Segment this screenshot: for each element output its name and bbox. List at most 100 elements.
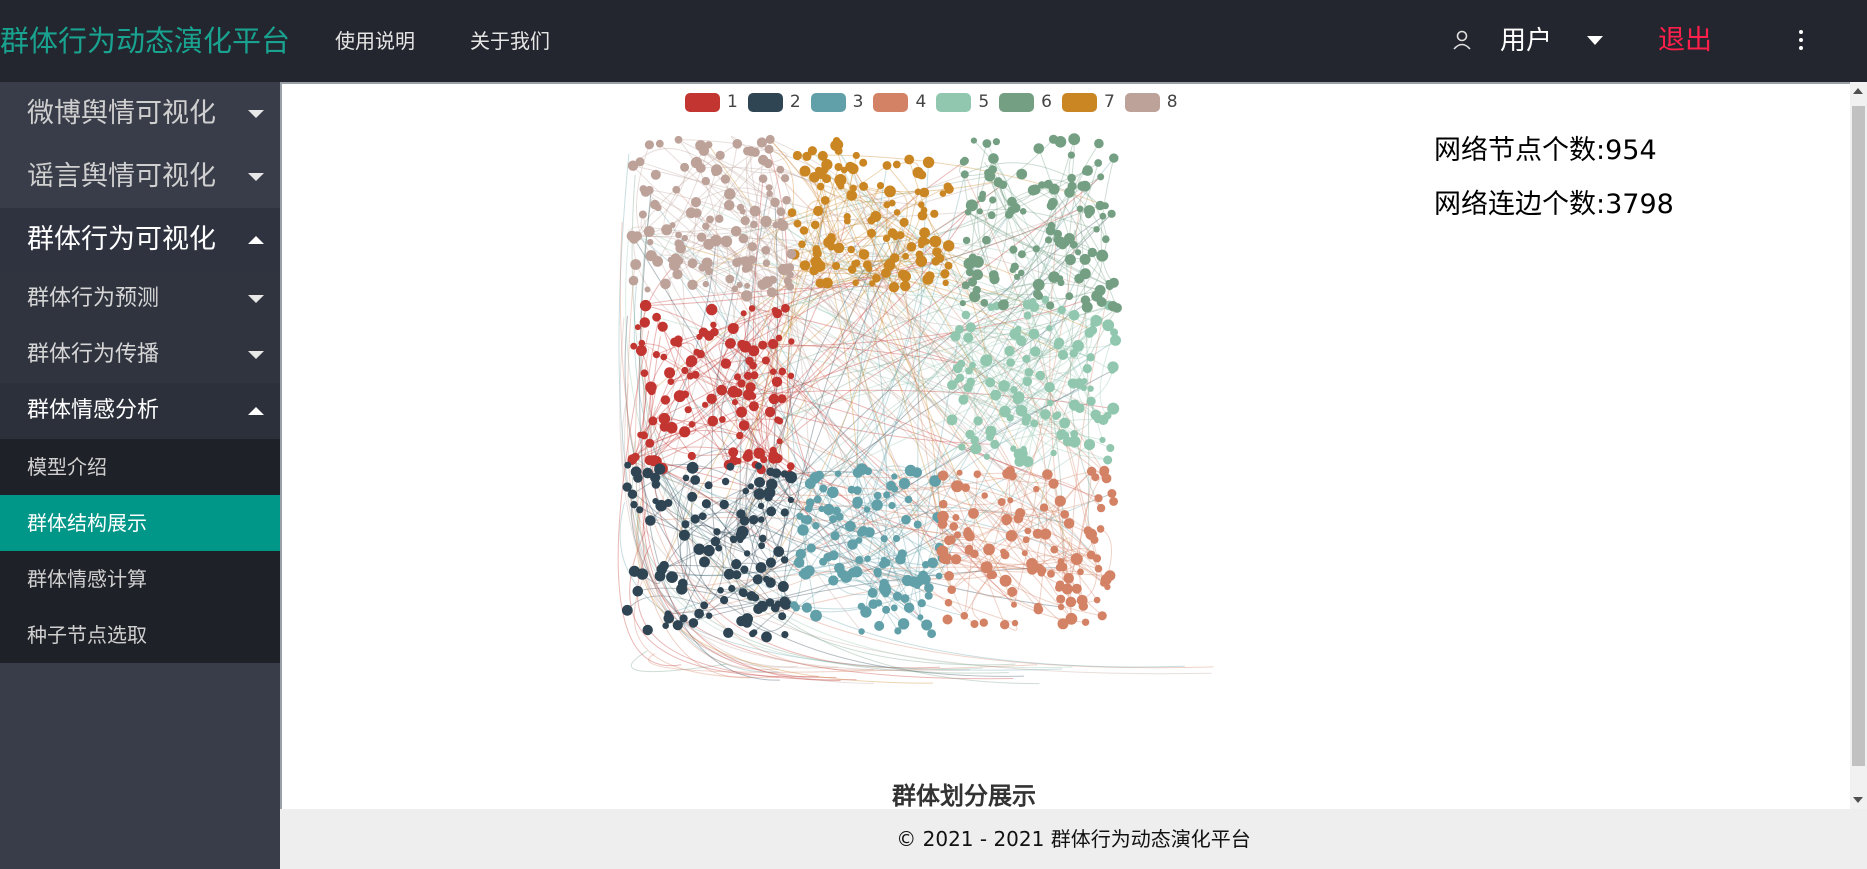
graph-node[interactable] [1056,594,1066,604]
graph-node[interactable] [658,412,671,425]
graph-node[interactable] [863,506,871,513]
graph-node[interactable] [665,421,678,434]
graph-node[interactable] [655,499,667,512]
graph-node[interactable] [766,190,773,197]
graph-node[interactable] [888,501,896,510]
graph-node[interactable] [892,591,903,601]
graph-node[interactable] [936,545,949,558]
graph-node[interactable] [1045,225,1056,236]
graph-node[interactable] [1090,535,1099,544]
graph-node[interactable] [710,234,722,247]
graph-node[interactable] [1048,478,1059,489]
graph-node[interactable] [630,500,638,509]
graph-node[interactable] [1071,583,1082,594]
user-menu[interactable]: 用户 [1500,26,1553,56]
graph-node[interactable] [988,165,997,174]
graph-node[interactable] [1040,528,1052,540]
graph-node[interactable] [705,267,713,276]
graph-node[interactable] [740,216,750,226]
graph-node[interactable] [738,420,750,431]
graph-node[interactable] [963,528,974,539]
graph-node[interactable] [766,287,777,298]
graph-node[interactable] [972,269,983,281]
graph-node[interactable] [890,604,898,612]
graph-node[interactable] [670,253,681,264]
graph-node[interactable] [893,209,901,216]
graph-node[interactable] [1022,413,1032,423]
graph-node[interactable] [690,475,701,485]
graph-node[interactable] [922,561,930,569]
graph-node[interactable] [1015,404,1028,417]
graph-node[interactable] [787,372,795,379]
graph-node[interactable] [891,473,898,480]
graph-node[interactable] [790,601,799,610]
graph-node[interactable] [970,620,979,628]
graph-node[interactable] [1068,133,1081,146]
graph-node[interactable] [732,139,743,149]
graph-node[interactable] [892,160,901,169]
graph-node[interactable] [630,342,638,350]
graph-node[interactable] [715,150,725,160]
graph-node[interactable] [816,182,825,191]
graph-node[interactable] [687,491,698,502]
graph-node[interactable] [672,620,683,631]
graph-node[interactable] [1080,295,1091,305]
graph-node[interactable] [635,345,647,356]
graph-node[interactable] [1039,503,1049,512]
graph-node[interactable] [919,227,930,239]
graph-node[interactable] [1094,138,1104,149]
graph-node[interactable] [970,137,977,144]
graph-node[interactable] [979,618,988,627]
graph-node[interactable] [804,478,816,490]
graph-node[interactable] [685,357,696,368]
graph-node[interactable] [1053,229,1062,239]
graph-node[interactable] [740,256,751,267]
graph-node[interactable] [764,406,776,418]
graph-node[interactable] [739,516,750,526]
graph-node[interactable] [990,389,1002,401]
graph-node[interactable] [781,303,790,313]
graph-node[interactable] [749,361,757,370]
graph-node[interactable] [706,612,713,619]
graph-node[interactable] [1020,445,1027,453]
graph-node[interactable] [946,414,958,426]
graph-node[interactable] [634,324,641,331]
graph-node[interactable] [636,568,649,580]
graph-node[interactable] [882,558,891,567]
graph-node[interactable] [731,559,742,570]
graph-node[interactable] [872,273,881,283]
graph-node[interactable] [717,587,724,594]
graph-node[interactable] [664,499,673,507]
graph-node[interactable] [972,256,984,268]
graph-node[interactable] [1047,399,1054,407]
graph-node[interactable] [999,405,1011,418]
graph-node[interactable] [721,477,730,486]
graph-node[interactable] [638,339,646,347]
graph-node[interactable] [748,305,756,312]
graph-node[interactable] [724,188,736,200]
graph-node[interactable] [661,224,673,236]
graph-node[interactable] [694,608,704,619]
graph-node[interactable] [1065,292,1074,300]
graph-node[interactable] [748,401,759,412]
graph-node[interactable] [1022,354,1031,363]
graph-node[interactable] [1078,601,1088,611]
graph-node[interactable] [820,196,830,205]
graph-node[interactable] [929,235,942,248]
graph-node[interactable] [918,201,925,208]
graph-node[interactable] [1024,527,1032,535]
legend-item-8[interactable]: 8 [1124,92,1178,112]
graph-node[interactable] [679,614,688,623]
graph-node[interactable] [969,291,981,303]
graph-node[interactable] [947,380,957,391]
graph-node[interactable] [687,279,698,290]
graph-node[interactable] [742,451,753,462]
graph-node[interactable] [771,376,783,387]
graph-node[interactable] [1099,436,1106,444]
legend-item-4[interactable]: 4 [873,92,926,112]
sidebar-item-sentiment-analysis[interactable]: 群体情感分析 [0,383,280,439]
graph-node[interactable] [642,467,653,479]
graph-node[interactable] [869,280,876,287]
graph-node[interactable] [944,598,953,607]
graph-node[interactable] [827,242,836,251]
